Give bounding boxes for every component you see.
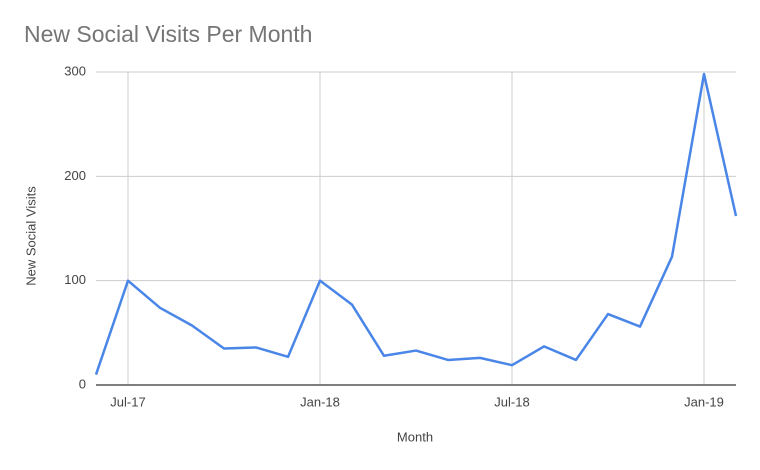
y-tick-label: 200: [64, 168, 86, 183]
chart-title: New Social Visits Per Month: [24, 21, 312, 47]
y-tick-label: 100: [64, 272, 86, 287]
y-axis-label: New Social Visits: [23, 186, 38, 286]
data-line: [94, 72, 738, 375]
x-axis-label: Month: [397, 429, 433, 444]
y-tick-label: 300: [64, 63, 86, 78]
x-tick-label: Jan-19: [684, 394, 724, 409]
x-tick-label: Jul-18: [494, 394, 529, 409]
x-tick-label: Jan-18: [300, 394, 340, 409]
x-tick-label: Jul-17: [110, 394, 145, 409]
y-tick-label: 0: [79, 376, 86, 391]
